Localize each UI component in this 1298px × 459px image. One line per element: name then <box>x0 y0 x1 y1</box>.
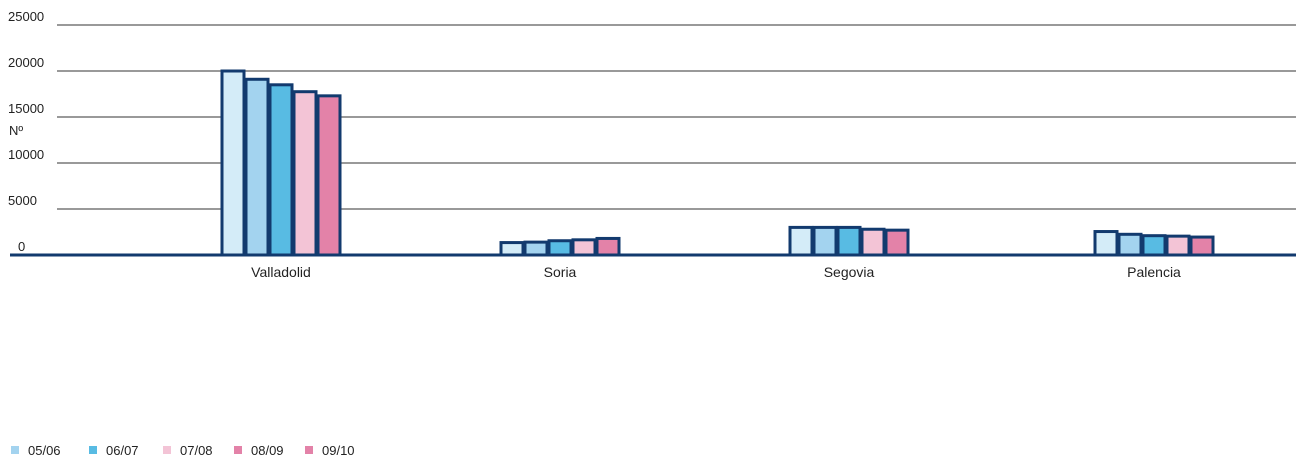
bar-segovia-07-08 <box>836 225 862 257</box>
bar-segovia-09-10 <box>884 228 910 257</box>
bar-palencia-06-07 <box>1117 232 1143 257</box>
legend-label: 07/08 <box>180 443 213 458</box>
legend-item: 05/06 <box>11 443 61 458</box>
legend-item: 06/07 <box>89 443 139 458</box>
bars <box>220 69 1215 257</box>
y-tick-label: 25000 <box>8 9 44 24</box>
legend-swatch <box>11 446 19 454</box>
bar-segovia-08-09 <box>860 227 886 257</box>
bar-palencia-08-09 <box>1165 234 1191 257</box>
legend-swatch <box>89 446 97 454</box>
bar-soria-09-10 <box>595 236 621 257</box>
y-tick-label: 5000 <box>8 193 37 208</box>
bar-valladolid-06-07 <box>244 77 270 257</box>
bar-segovia-06-07 <box>812 225 838 257</box>
x-category-label: Segovia <box>824 264 875 280</box>
bar-valladolid-08-09 <box>292 90 318 257</box>
bar-segovia-05-06 <box>788 225 814 257</box>
legend-swatch <box>234 446 242 454</box>
bar-soria-08-09 <box>571 238 597 257</box>
legend-label: 08/09 <box>251 443 284 458</box>
y-tick-label: 10000 <box>8 147 44 162</box>
bar-soria-06-07 <box>523 240 549 257</box>
legend-swatch <box>163 446 171 454</box>
y-axis-title: Nº <box>9 123 23 138</box>
legend-item: 09/10 <box>305 443 355 458</box>
x-axis-category-labels: Valladolid Soria Segovia Palencia <box>251 264 1181 280</box>
bar-palencia-09-10 <box>1189 235 1215 257</box>
y-tick-label: 0 <box>18 239 25 254</box>
legend-item: 08/09 <box>234 443 284 458</box>
bar-soria-05-06 <box>499 241 525 257</box>
x-category-label: Valladolid <box>251 264 311 280</box>
legend-label: 09/10 <box>322 443 355 458</box>
bar-palencia-07-08 <box>1141 234 1167 257</box>
bar-valladolid-09-10 <box>316 94 342 257</box>
legend-label: 06/07 <box>106 443 139 458</box>
y-tick-label: 20000 <box>8 55 44 70</box>
y-axis-ticks: 0 5000 10000 15000 20000 25000 <box>8 9 44 254</box>
legend-label: 05/06 <box>28 443 61 458</box>
legend: 05/06 06/07 07/08 08/09 09/10 <box>11 443 355 458</box>
bar-soria-07-08 <box>547 239 573 257</box>
x-category-label: Soria <box>544 264 577 280</box>
legend-item: 07/08 <box>163 443 213 458</box>
bar-valladolid-05-06 <box>220 69 246 257</box>
y-tick-label: 15000 <box>8 101 44 116</box>
x-category-label: Palencia <box>1127 264 1181 280</box>
bar-palencia-05-06 <box>1093 230 1119 257</box>
legend-swatch <box>305 446 313 454</box>
bar-valladolid-07-08 <box>268 83 294 257</box>
